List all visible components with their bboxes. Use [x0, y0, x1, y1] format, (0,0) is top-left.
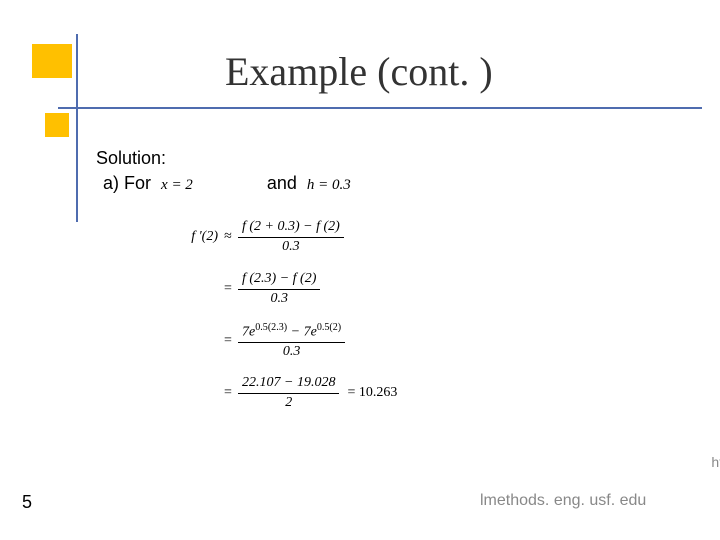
for-leading: a) For [103, 173, 151, 193]
math-tail: = 10.263 [347, 385, 397, 401]
math-eq: = [218, 333, 238, 349]
math-row: =f (2.3) − f (2)0.3 [170, 272, 397, 306]
math-fraction: 7e0.5(2.3) − 7e0.5(2)0.3 [238, 322, 345, 360]
math-row: =7e0.5(2.3) − 7e0.5(2)0.3 [170, 324, 397, 358]
math-fraction: 22.107 − 19.0282 [238, 375, 339, 410]
eq-h: h = 0.3 [307, 177, 351, 193]
math-lhs: f '(2) [170, 229, 218, 245]
decor-yellow-1 [32, 44, 72, 78]
solution-label: Solution: [96, 148, 166, 169]
footer-url: lmethods. eng. usf. edu [480, 492, 646, 510]
math-fraction: f (2 + 0.3) − f (2)0.3 [238, 219, 344, 254]
decor-yellow-2 [45, 113, 69, 137]
decor-hline [58, 107, 702, 109]
cutoff-text: ht [711, 454, 720, 470]
math-eq: = [218, 281, 238, 297]
math-row: f '(2)≈f (2 + 0.3) − f (2)0.3 [170, 220, 397, 254]
math-fraction: f (2.3) − f (2)0.3 [238, 271, 320, 306]
math-row: =22.107 − 19.0282 = 10.263 [170, 376, 397, 410]
slide-number: 5 [22, 492, 32, 513]
decor-vline [76, 34, 78, 222]
for-line: a) For x = 2 and h = 0.3 [103, 173, 351, 194]
math-eq: ≈ [218, 229, 238, 245]
page-title: Example (cont. ) [225, 48, 493, 95]
eq-x: x = 2 [161, 177, 193, 193]
math-eq: = [218, 385, 238, 401]
math-area: f '(2)≈f (2 + 0.3) − f (2)0.3=f (2.3) − … [170, 220, 397, 428]
for-and: and [267, 173, 297, 193]
